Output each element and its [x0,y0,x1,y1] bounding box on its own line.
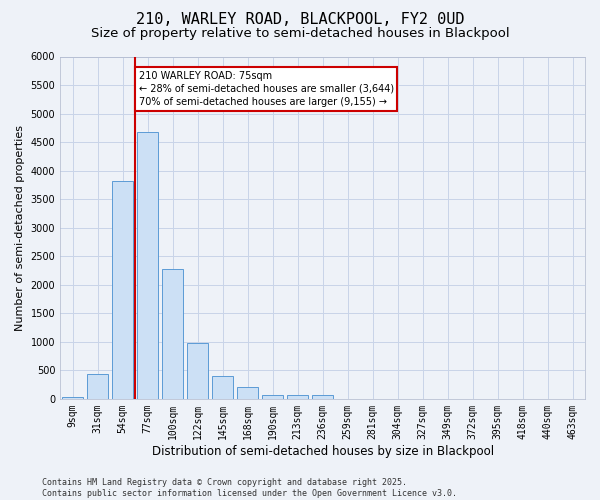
Bar [112,181,133,399]
Bar [237,387,258,399]
X-axis label: Distribution of semi-detached houses by size in Blackpool: Distribution of semi-detached houses by … [152,444,494,458]
Text: 210 WARLEY ROAD: 75sqm
← 28% of semi-detached houses are smaller (3,644)
70% of : 210 WARLEY ROAD: 75sqm ← 28% of semi-det… [139,71,394,107]
Bar [137,132,158,399]
Bar [62,396,83,399]
Bar [287,396,308,399]
Text: Contains HM Land Registry data © Crown copyright and database right 2025.
Contai: Contains HM Land Registry data © Crown c… [42,478,457,498]
Bar [312,396,333,399]
Bar [187,343,208,399]
Bar [162,268,183,399]
Text: 210, WARLEY ROAD, BLACKPOOL, FY2 0UD: 210, WARLEY ROAD, BLACKPOOL, FY2 0UD [136,12,464,28]
Bar [87,374,108,399]
Text: Size of property relative to semi-detached houses in Blackpool: Size of property relative to semi-detach… [91,28,509,40]
Bar [212,376,233,399]
Y-axis label: Number of semi-detached properties: Number of semi-detached properties [15,124,25,330]
Bar [262,394,283,399]
